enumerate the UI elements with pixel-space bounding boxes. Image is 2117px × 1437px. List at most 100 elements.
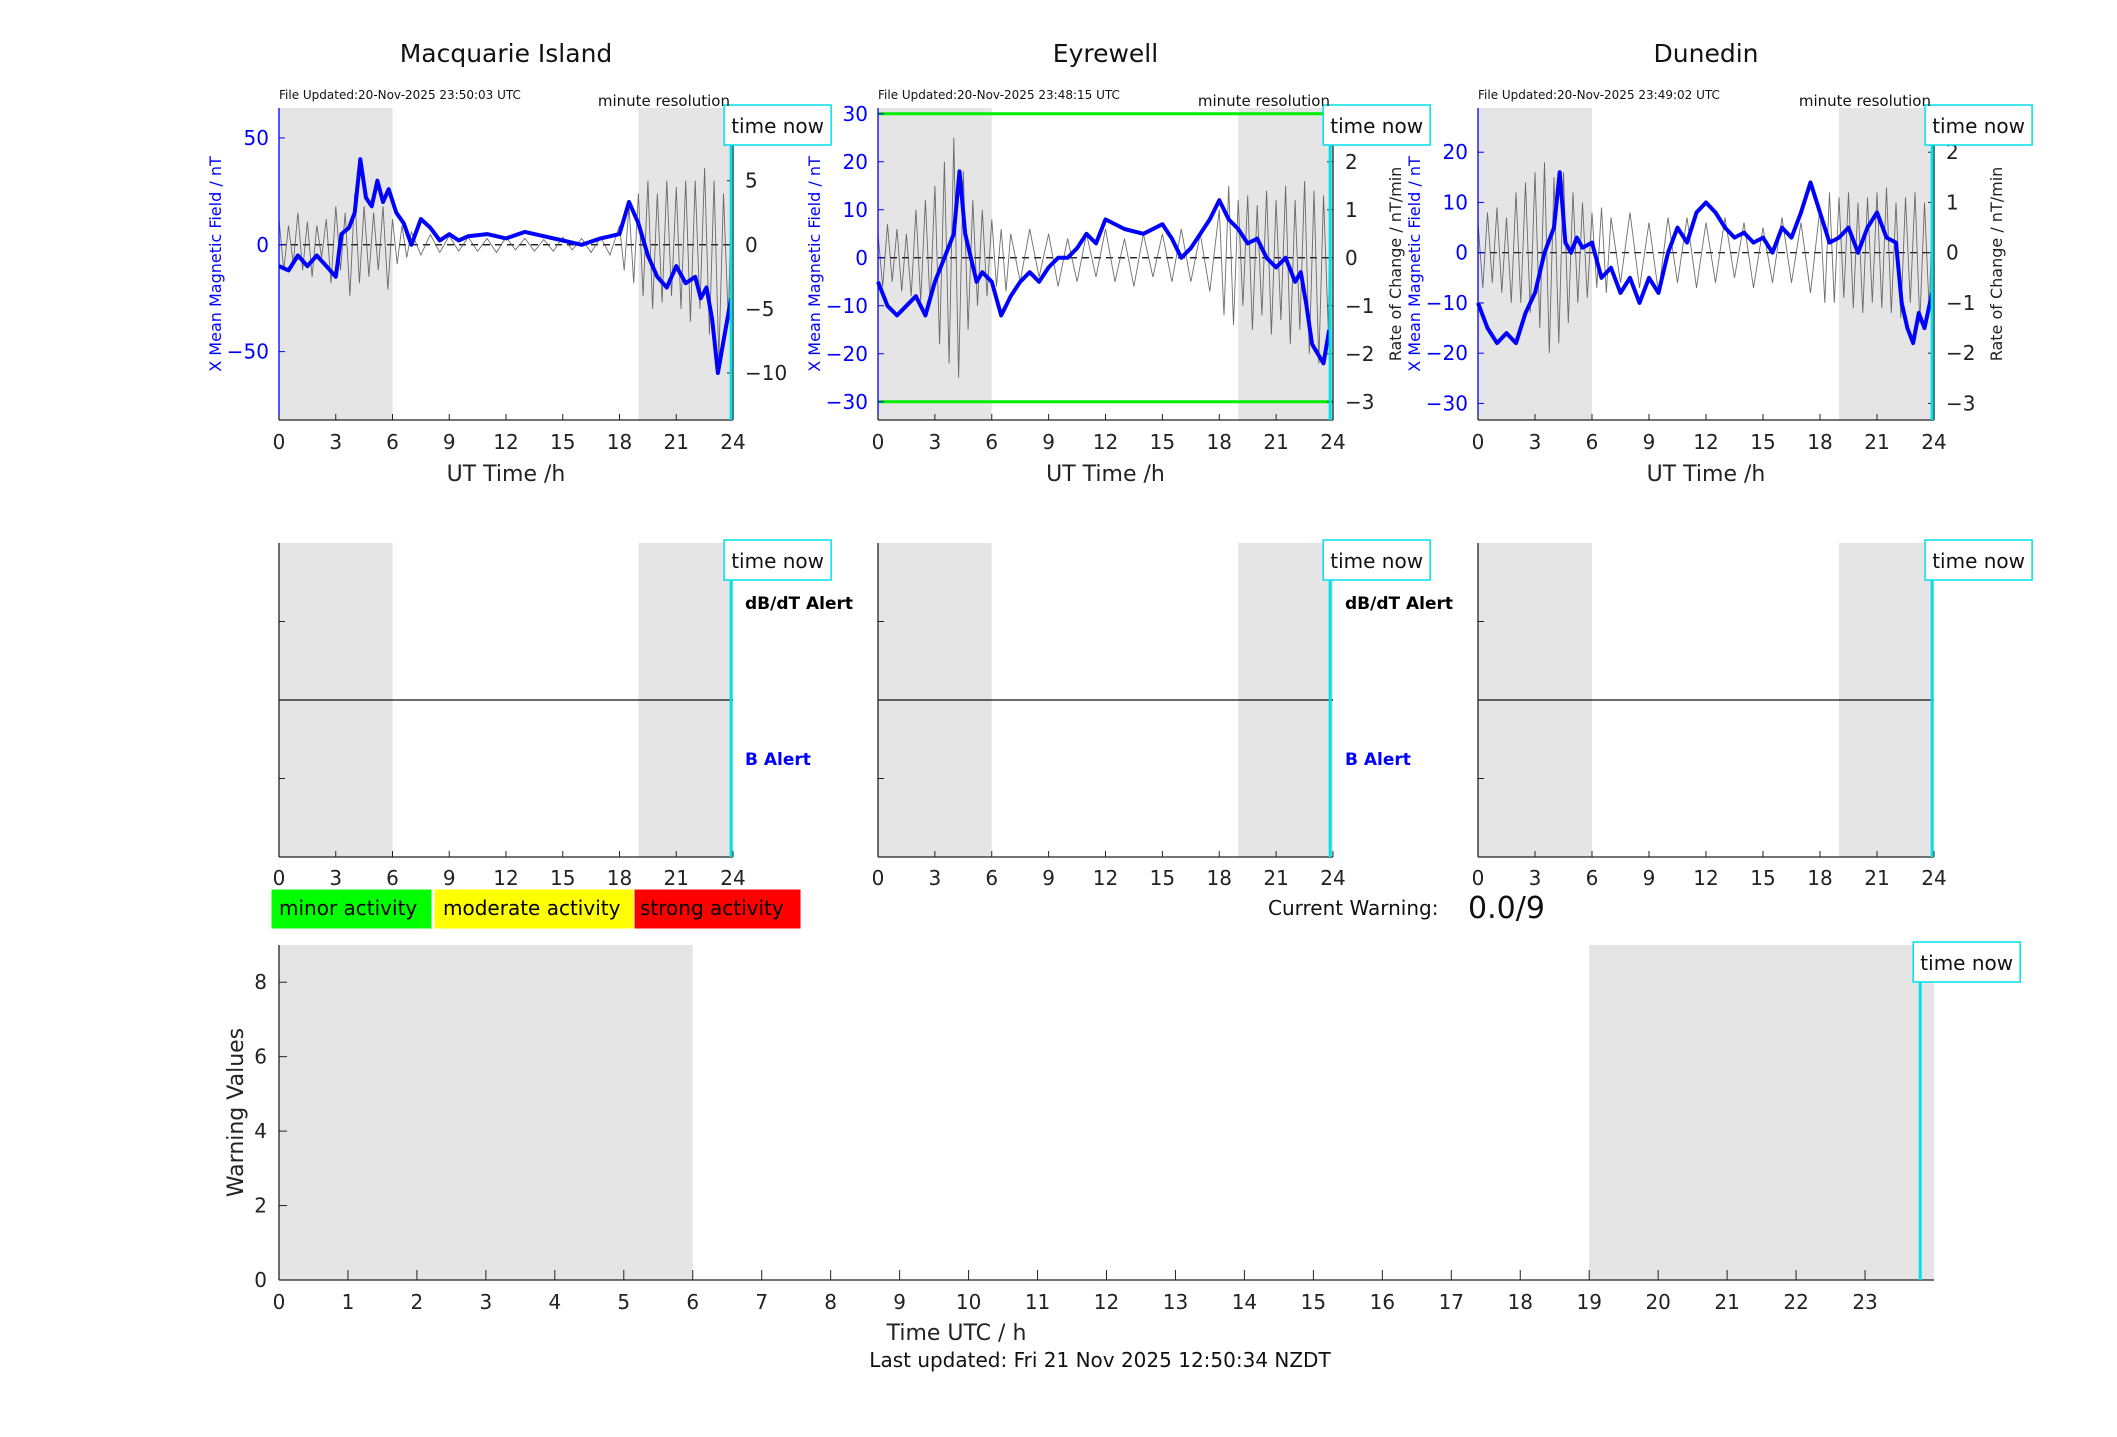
x-tick-label: 9 <box>443 430 456 454</box>
file-updated-text: File Updated:20-Nov-2025 23:50:03 UTC <box>279 88 521 102</box>
x-tick-label: 21 <box>1263 430 1288 454</box>
dbdt-alert-label: dB/dT Alert <box>745 594 853 614</box>
x-tick-label: 4 <box>548 1290 561 1314</box>
magnetic-field-line <box>278 157 734 375</box>
x-tick-label: 18 <box>607 866 632 890</box>
y-axis-label-left: X Mean Magnetic Field / nT <box>1405 156 1424 372</box>
x-tick-label: 7 <box>755 1290 768 1314</box>
x-tick-label: 16 <box>1370 1290 1395 1314</box>
x-tick-label: 6 <box>386 866 399 890</box>
x-tick-label: 1 <box>342 1290 355 1314</box>
time-now-label-top-2: time now <box>1330 114 1423 138</box>
y-tick-label-left: 50 <box>244 126 269 150</box>
y-tick-label-left: 10 <box>843 198 868 222</box>
x-tick-label: 13 <box>1163 1290 1188 1314</box>
x-tick-label: 6 <box>985 430 998 454</box>
x-tick-label: 18 <box>1207 430 1232 454</box>
x-tick-label: 3 <box>929 430 942 454</box>
y-tick-label-right: 0 <box>1345 246 1358 270</box>
time-now-label-mid-2: time now <box>1330 549 1423 573</box>
magnetic-field-line <box>1476 170 1935 346</box>
x-tick-label: 21 <box>1714 1290 1739 1314</box>
x-tick-label: 21 <box>664 866 689 890</box>
y-axis-label-left: X Mean Magnetic Field / nT <box>805 156 824 372</box>
x-tick-label: 15 <box>1750 430 1775 454</box>
y-tick-label-left: −20 <box>826 342 868 366</box>
y-tick-label-left: 30 <box>843 102 868 126</box>
alert-panel-1: 0 3 6 9 12 15 18 21 24 time now dB/dT Alert B Alert <box>273 539 853 890</box>
resolution-note: minute resolution <box>1198 92 1330 110</box>
legend-strong-swatch <box>633 888 802 930</box>
y-tick-label-left: 0 <box>256 233 269 257</box>
x-tick-label: 3 <box>1529 430 1542 454</box>
station-title: Macquarie Island <box>400 39 613 68</box>
time-now-box-bottom <box>1912 941 2021 983</box>
x-tick-label: 0 <box>273 866 286 890</box>
x-tick-label: 9 <box>1643 866 1656 890</box>
night-band-1 <box>1839 108 1934 420</box>
time-now-label-top-1: time now <box>731 114 824 138</box>
warning-panel: 0 1 2 3 4 5 6 7 8 9 10 11 12 13 14 15 16 17 18 19 20 21 22 2302… <box>224 941 2021 1346</box>
y-tick-label-right: 0 <box>745 233 758 257</box>
time-now-box-mid-1 <box>723 539 832 581</box>
y-axis-label: Warning Values <box>224 1028 249 1197</box>
time-now-label-bottom: time now <box>1920 951 2013 975</box>
station-title: Eyrewell <box>1053 39 1158 68</box>
current-warning-label: Current Warning: <box>1268 896 1438 920</box>
y-tick-label-right: 1 <box>1946 190 1959 214</box>
night-band-1 <box>1238 108 1333 420</box>
x-tick-label: 15 <box>1301 1290 1326 1314</box>
x-tick-label: 24 <box>720 866 745 890</box>
y-tick-label-left: −20 <box>1426 341 1468 365</box>
x-tick-label: 6 <box>686 1290 699 1314</box>
x-tick-label: 11 <box>1025 1290 1050 1314</box>
x-tick-label: 24 <box>1921 430 1946 454</box>
x-tick-label: 3 <box>929 866 942 890</box>
y-tick-label-right: −1 <box>1946 291 1975 315</box>
night-band-0 <box>279 945 693 1280</box>
night-band-0 <box>1478 108 1592 420</box>
y-axis-label-right: Rate of Change / nT/min <box>1987 167 2006 362</box>
x-tick-label: 15 <box>1150 430 1175 454</box>
x-tick-label: 0 <box>1472 866 1485 890</box>
alert-panel-3: 0 3 6 9 12 15 18 21 24 time now <box>1472 539 2033 890</box>
x-tick-label: 18 <box>1207 866 1232 890</box>
x-tick-label: 9 <box>1042 866 1055 890</box>
x-tick-label: 6 <box>386 430 399 454</box>
y-tick-label-right: −3 <box>1345 390 1374 414</box>
x-tick-label: 24 <box>720 430 745 454</box>
rate-of-change-line <box>1477 162 1933 354</box>
x-tick-label: 9 <box>1643 430 1656 454</box>
x-tick-label: 18 <box>1807 430 1832 454</box>
x-tick-label: 24 <box>1320 430 1345 454</box>
time-now-label-top-3: time now <box>1932 114 2025 138</box>
x-tick-label: 3 <box>1529 866 1542 890</box>
station-title: Dunedin <box>1654 39 1759 68</box>
x-tick-label: 12 <box>1693 866 1718 890</box>
y-tick-label-right: −1 <box>1345 294 1374 318</box>
time-now-label-mid-1: time now <box>731 549 824 573</box>
y-tick-label-left: −10 <box>1426 291 1468 315</box>
last-updated: Last updated: Fri 21 Nov 2025 12:50:34 N… <box>869 1348 1331 1372</box>
y-tick-label-left: −30 <box>826 390 868 414</box>
x-tick-label: 10 <box>956 1290 981 1314</box>
legend-minor-label: minor activity <box>279 896 417 920</box>
y-axis-label-left: X Mean Magnetic Field / nT <box>206 156 225 372</box>
x-tick-label: 23 <box>1852 1290 1877 1314</box>
x-axis-label: UT Time /h <box>1647 462 1766 487</box>
y-tick-label-left: −10 <box>826 294 868 318</box>
x-tick-label: 6 <box>985 866 998 890</box>
legend-strong-label: strong activity <box>640 896 784 920</box>
night-band-1 <box>1589 945 1934 1280</box>
x-tick-label: 18 <box>1508 1290 1533 1314</box>
x-tick-label: 3 <box>329 866 342 890</box>
y-tick-label-left: 0 <box>1455 241 1468 265</box>
x-axis-label: UT Time /h <box>447 462 566 487</box>
x-tick-label: 15 <box>1750 866 1775 890</box>
x-tick-label: 12 <box>493 430 518 454</box>
activity-legend: minor activity moderate activity strong … <box>270 888 802 930</box>
b-alert-label: B Alert <box>745 750 811 770</box>
x-tick-label: 12 <box>1094 1290 1119 1314</box>
legend-moderate-swatch <box>433 888 638 930</box>
